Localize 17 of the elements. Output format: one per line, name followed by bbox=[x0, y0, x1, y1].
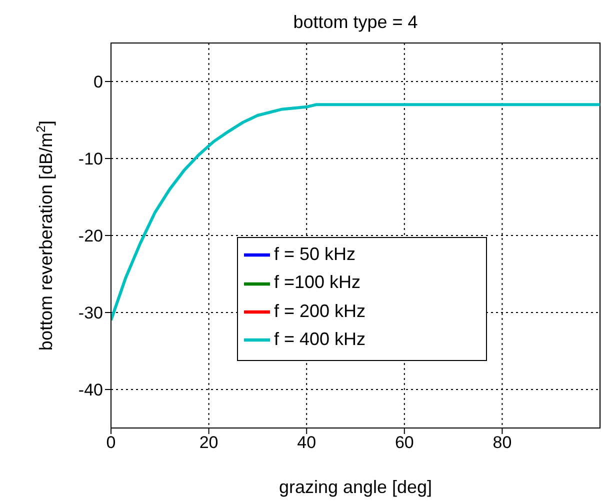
y-tick-label: -40 bbox=[78, 380, 103, 400]
chart-title: bottom type = 4 bbox=[293, 12, 418, 32]
line-series bbox=[111, 103, 600, 322]
legend-label: f = 400 kHz bbox=[274, 328, 366, 349]
legend-label: f = 200 kHz bbox=[274, 300, 366, 320]
legend-label: f = 50 kHz bbox=[274, 244, 356, 264]
y-tick-label: -20 bbox=[78, 226, 103, 246]
x-axis-title: grazing angle [deg] bbox=[278, 477, 432, 497]
y-tick-label: -30 bbox=[78, 304, 103, 323]
x-tick-label: 20 bbox=[199, 433, 218, 452]
x-tick-label: 60 bbox=[394, 433, 414, 452]
y-tick-label: -10 bbox=[78, 150, 103, 169]
legend-label: f =100 kHz bbox=[274, 272, 361, 292]
x-tick-label: 0 bbox=[106, 433, 116, 452]
y-tick-label: 0 bbox=[94, 72, 103, 92]
x-tick-label: 80 bbox=[492, 433, 512, 452]
x-tick-label: 40 bbox=[297, 433, 316, 452]
